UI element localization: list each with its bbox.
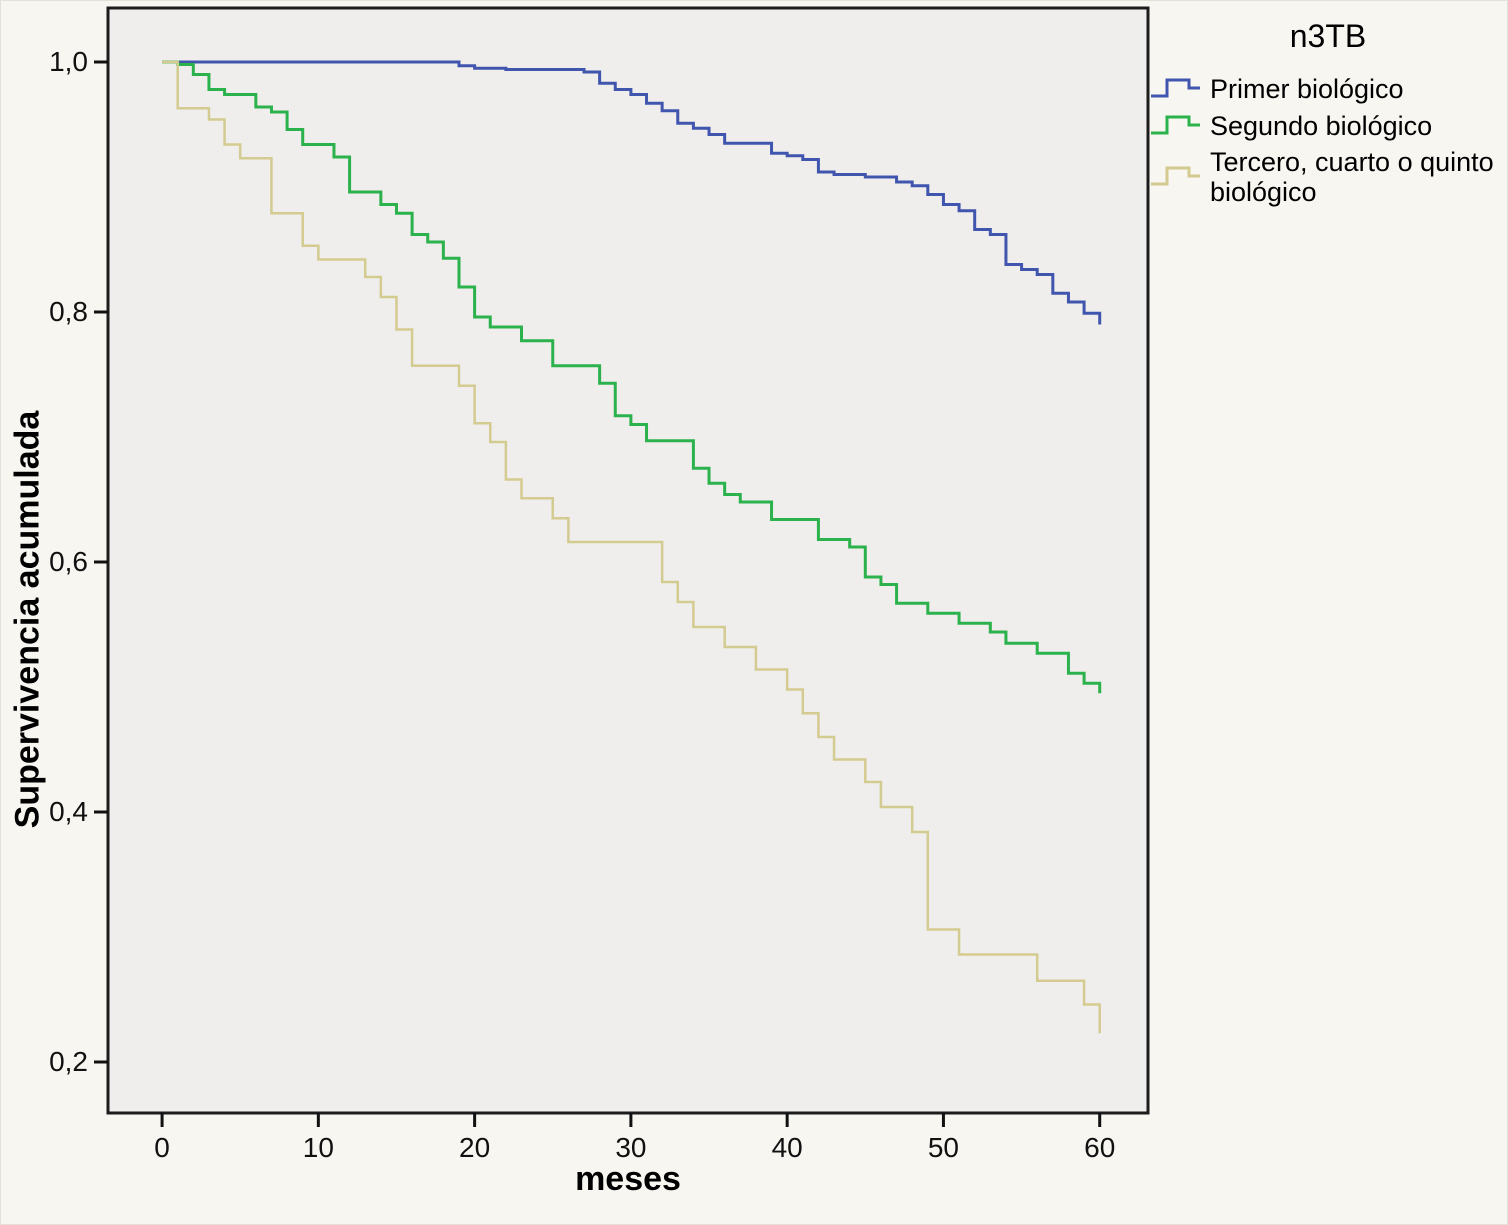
y-tick-label: 0,8 — [49, 296, 88, 327]
x-tick-label: 30 — [615, 1132, 647, 1163]
legend-item-label: Tercero, cuarto o quinto biológico — [1210, 147, 1494, 208]
series-line-1 — [162, 60, 1102, 694]
legend-item-primer-biologico: Primer biológico — [1150, 73, 1506, 105]
primer-biologico-key-icon — [1151, 78, 1200, 98]
plot-area — [106, 6, 1150, 1115]
legend-item-segundo-biologico: Segundo biológico — [1150, 110, 1506, 142]
x-tick-label: 20 — [459, 1132, 491, 1163]
y-tick-label: 0,2 — [49, 1046, 88, 1077]
y-tick-label: 1,0 — [49, 46, 88, 77]
y-axis-title: Supervivencia acumulada — [8, 410, 47, 829]
series-line-2 — [162, 60, 1101, 1034]
legend-item-label: Segundo biológico — [1210, 110, 1433, 141]
x-tick-label: 10 — [302, 1132, 334, 1163]
x-tick-label: 50 — [927, 1132, 960, 1163]
tercero-cuarto-quinto-biologico-key-icon — [1151, 166, 1200, 186]
x-tick-label: 40 — [771, 1132, 803, 1163]
x-tick-label: 60 — [1084, 1132, 1116, 1163]
y-tick-label: 0,6 — [49, 546, 88, 577]
legend-item-label: Primer biológico — [1210, 73, 1404, 104]
segundo-biologico-key-icon — [1151, 115, 1200, 135]
legend: n3TB Primer biológico Segundo biológico … — [1150, 12, 1506, 212]
legend-item-tercero-cuarto-quinto-biologico: Tercero, cuarto o quinto biológico — [1150, 147, 1506, 207]
x-tick-label: 0 — [154, 1132, 170, 1163]
series-line-0 — [162, 60, 1102, 325]
y-tick-label: 0,4 — [49, 796, 88, 827]
legend-title: n3TB — [1289, 18, 1367, 54]
x-axis-title: meses — [575, 1160, 681, 1198]
